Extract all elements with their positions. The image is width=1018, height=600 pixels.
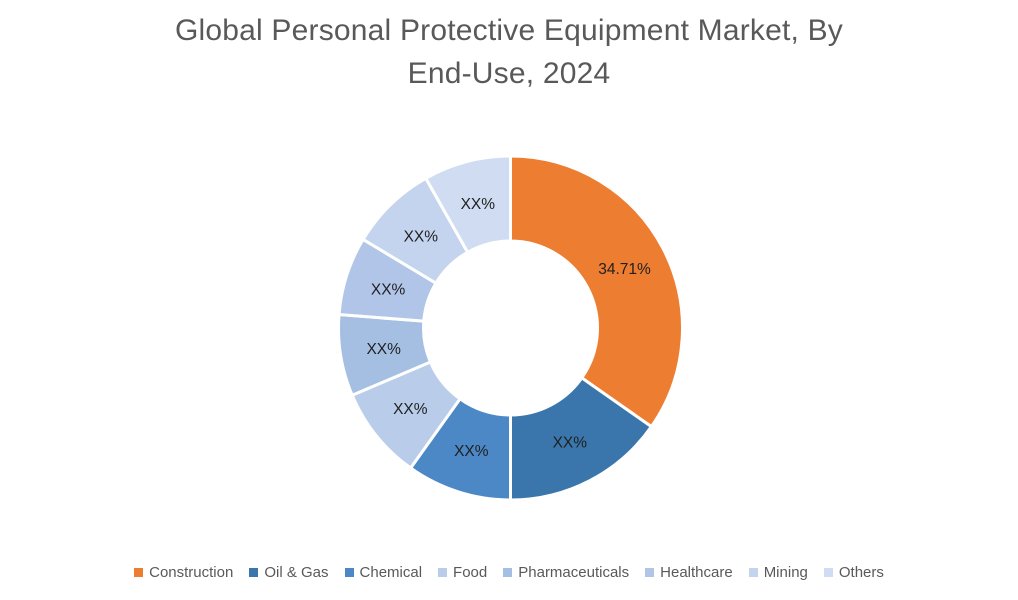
chart-title-line2: End-Use, 2024 (407, 57, 611, 90)
legend-label-others: Others (838, 564, 884, 581)
slice-label-construction: 34.71% (598, 261, 651, 278)
legend-swatch-oil-gas (249, 568, 259, 577)
slice-label-chemical: XX% (454, 443, 489, 460)
legend-swatch-pharmaceuticals (503, 568, 513, 577)
slice-label-others: XX% (461, 196, 496, 213)
legend-item-mining: Mining (748, 564, 808, 581)
legend-swatch-construction (134, 568, 144, 577)
legend-label-pharmaceuticals: Pharmaceuticals (518, 564, 630, 581)
chart-legend: Construction Oil & Gas Chemical Food Pharmac… (0, 564, 1018, 581)
legend-swatch-healthcare (645, 568, 655, 577)
legend-label-chemical: Chemical (359, 564, 423, 581)
legend-label-food: Food (453, 564, 488, 581)
legend-label-healthcare: Healthcare (660, 564, 733, 581)
chart-title: Global Personal Protective Equipment Mar… (0, 9, 1018, 95)
slice-label-pharmaceuticals: XX% (366, 341, 401, 358)
legend-item-food: Food (438, 564, 487, 581)
slice-label-mining: XX% (404, 229, 439, 246)
legend-swatch-food (438, 568, 448, 577)
slice-construction (509, 154, 684, 429)
chart-title-line1: Global Personal Protective Equipment Mar… (174, 14, 844, 47)
legend-item-oil-gas: Oil & Gas (249, 564, 329, 581)
legend-label-construction: Construction (149, 564, 234, 581)
legend-label-oil-gas: Oil & Gas (264, 564, 329, 581)
slice-others (423, 154, 512, 255)
legend-item-construction: Construction (134, 564, 233, 581)
slice-label-healthcare: XX% (371, 281, 406, 298)
legend-swatch-mining (748, 568, 758, 577)
legend-swatch-chemical (344, 568, 354, 577)
legend-item-others: Others (823, 564, 884, 581)
legend-item-healthcare: Healthcare (645, 564, 733, 581)
legend-label-mining: Mining (763, 564, 808, 581)
legend-item-chemical: Chemical (344, 564, 423, 581)
slice-label-oil-gas: XX% (553, 435, 588, 452)
legend-item-pharmaceuticals: Pharmaceuticals (503, 564, 629, 581)
slice-label-food: XX% (393, 401, 428, 418)
slice-oil-gas (509, 375, 654, 502)
legend-swatch-others (823, 568, 833, 577)
